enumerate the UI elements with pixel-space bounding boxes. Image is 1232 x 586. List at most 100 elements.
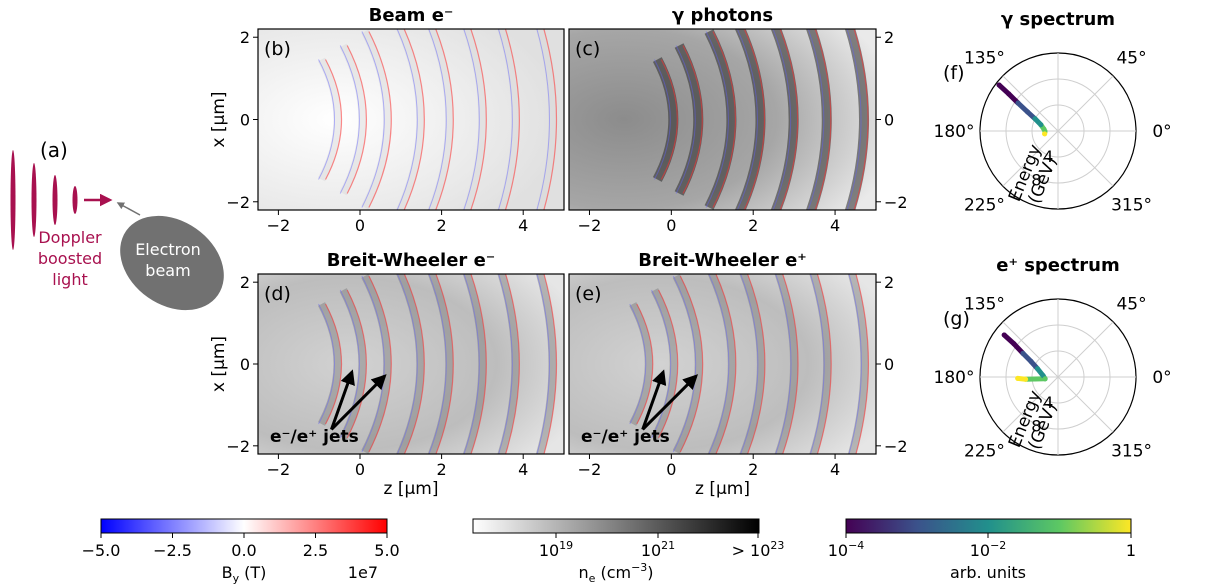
colorbar-tick-label: 0.0 [231, 541, 256, 560]
x-tick-label: −2 [578, 216, 602, 235]
colorbar-tick-label: > 1023 [732, 539, 785, 560]
light-pulse [72, 186, 78, 214]
field-wavefront-red [368, 275, 392, 453]
spectrum-point [1006, 91, 1012, 97]
density-wavefront [535, 274, 557, 454]
field-wavefront-red [679, 275, 704, 453]
light-pulse [10, 150, 16, 250]
x-tick-label: 0 [355, 216, 365, 235]
field-wavefront-blue [428, 274, 447, 454]
field-wavefront-blue [463, 29, 480, 210]
field-wavefront-red [324, 59, 343, 180]
density-wavefront [395, 29, 425, 210]
colorbar-by-offset: 1e7 [348, 563, 378, 582]
colorbar-tick-label: 10−4 [828, 539, 865, 560]
density-wavefront [361, 29, 392, 210]
spectrum-point [1015, 375, 1021, 381]
x-tick-label: −2 [267, 460, 291, 479]
density-wavefront [462, 29, 487, 210]
field-wavefront-red [543, 29, 557, 210]
polar-title: e⁺ spectrum [996, 255, 1120, 276]
panel-letter: (d) [264, 283, 291, 305]
heatmap-panels: (b) Beam e⁻ −2 0 2 4 2 0 −2 x [μm] (c) γ photons −2 0… [209, 5, 908, 499]
field-wavefront-red [855, 274, 869, 454]
spectrum-point [1032, 376, 1038, 382]
density-wavefront [462, 274, 487, 454]
field-wavefront-red [403, 29, 425, 210]
field-wavefront-red [470, 29, 487, 210]
y-axis-label: x [μm] [209, 336, 229, 392]
field-wavefront-blue [318, 303, 336, 425]
spectrum-point [1015, 100, 1021, 106]
colorbar-tick-label: 1019 [539, 539, 573, 560]
field-wavefront-red [715, 274, 737, 454]
field-wavefront-red [658, 289, 679, 439]
field-wavefront-red [470, 274, 487, 454]
colorbar-arb-label: arb. units [950, 563, 1026, 582]
field-wavefront-blue [361, 31, 385, 208]
density-wavefront [497, 29, 520, 210]
polar-panel-letter: (g) [943, 308, 970, 330]
field-wavefront-blue [807, 29, 825, 210]
x-tick-label: 4 [830, 460, 840, 479]
colorbar-by: −5.0 −2.5 0.0 2.5 5.0 By (T) 1e7 [82, 518, 400, 585]
panel-title: Breit-Wheeler e⁺ [638, 250, 807, 271]
x-tick-label: 4 [830, 216, 840, 235]
field-wavefront-red [368, 31, 392, 208]
spectrum-point [1001, 332, 1007, 338]
colorbar-ne-ticks: 1019 1021 > 1023 [539, 533, 785, 560]
y-tick-label: 2 [240, 28, 250, 47]
jet-arrow [330, 369, 355, 430]
panel-letter: (e) [575, 283, 602, 305]
polar-angle-label: 225° [964, 442, 1005, 462]
y-tick-label: 2 [884, 273, 894, 292]
x-tick-label: 2 [437, 216, 447, 235]
polar-panel-letter: (f) [943, 62, 965, 84]
field-wavefront-blue [651, 289, 672, 439]
light-label-line2: boosted [38, 249, 102, 268]
field-wavefront-red [781, 274, 799, 454]
colorbar-tick-label: 10−2 [970, 539, 1007, 560]
density-wavefront [629, 302, 653, 426]
spectrum-point [1023, 376, 1029, 382]
panel-e: (e) Breit-Wheeler e⁺ −2 0 2 4 2 0 −2 z [μm] e⁻/e⁺ … [568, 250, 908, 499]
density-wavefront [674, 43, 704, 196]
panel-d: (d) Breit-Wheeler e⁻ −2 0 2 4 2 0 −2 x [μm] z [μm]… [209, 250, 565, 499]
field-wavefront-blue [318, 59, 336, 180]
field-wavefront-red [504, 29, 520, 210]
density-wavefront [339, 288, 367, 440]
jets-annotation: e⁻/e⁺ jets [581, 427, 670, 447]
field-wavefront-blue [339, 289, 360, 439]
density-wavefront [809, 274, 832, 454]
field-wavefront-blue [672, 275, 697, 453]
colorbar-tick-label: 1 [1126, 541, 1136, 560]
y-tick-label: 2 [240, 273, 250, 292]
polar-angle-label: 225° [964, 196, 1005, 216]
y-tick-label: −2 [884, 193, 908, 212]
density-wavefront [707, 274, 736, 454]
field-wavefront-blue [809, 274, 825, 454]
field-wavefront-red [346, 45, 367, 194]
x-tick-label: 2 [437, 460, 447, 479]
density-wavefront [427, 29, 454, 210]
y-tick-label: 0 [884, 355, 894, 374]
field-wavefront-blue [846, 29, 862, 210]
colorbar-tick-label: −2.5 [153, 541, 192, 560]
polar-angle-label: 45° [1116, 48, 1146, 68]
field-wavefront-red [682, 45, 703, 194]
field-wavefront-red [743, 29, 765, 210]
x-tick-label: −2 [267, 216, 291, 235]
polar-angle-label: 135° [964, 48, 1005, 68]
y-axis-label: x [μm] [209, 91, 229, 147]
panel-field [317, 29, 557, 210]
field-wavefront-blue [675, 45, 696, 194]
density-wavefront [361, 274, 392, 454]
x-axis-label: z [μm] [695, 479, 750, 499]
spectrum-point [1038, 122, 1044, 128]
field-wavefront-blue [653, 59, 671, 180]
density-wavefront [844, 29, 870, 210]
field-wavefront-red [853, 29, 869, 210]
colorbar-tick-label: 2.5 [303, 541, 328, 560]
polar-angle-label: 315° [1111, 196, 1152, 216]
spectrum-point [996, 82, 1002, 88]
